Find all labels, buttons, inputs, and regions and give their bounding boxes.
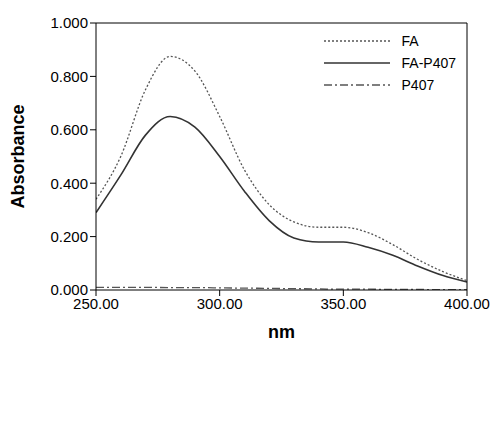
html-text:FA: FA xyxy=(401,33,419,49)
svg-text:400.00: 400.00 xyxy=(444,295,490,312)
html-text:FA-P407: FA-P407 xyxy=(401,55,456,71)
svg-text:350.00: 350.00 xyxy=(320,295,366,312)
svg-text:nm: nm xyxy=(268,322,295,342)
svg-text:0.000: 0.000 xyxy=(50,281,88,298)
svg-text:0.800: 0.800 xyxy=(50,68,88,85)
svg-text:250.00: 250.00 xyxy=(73,294,119,312)
svg-text:0.400: 0.400 xyxy=(50,175,88,192)
svg-text:0.600: 0.600 xyxy=(50,121,88,138)
svg-text:Absorbance: Absorbance xyxy=(8,104,28,208)
html-text:P407: P407 xyxy=(401,77,435,93)
svg-text:0.200: 0.200 xyxy=(50,228,88,245)
svg-text:300.00: 300.00 xyxy=(197,295,243,312)
svg-text:1.000: 1.000 xyxy=(50,14,88,31)
